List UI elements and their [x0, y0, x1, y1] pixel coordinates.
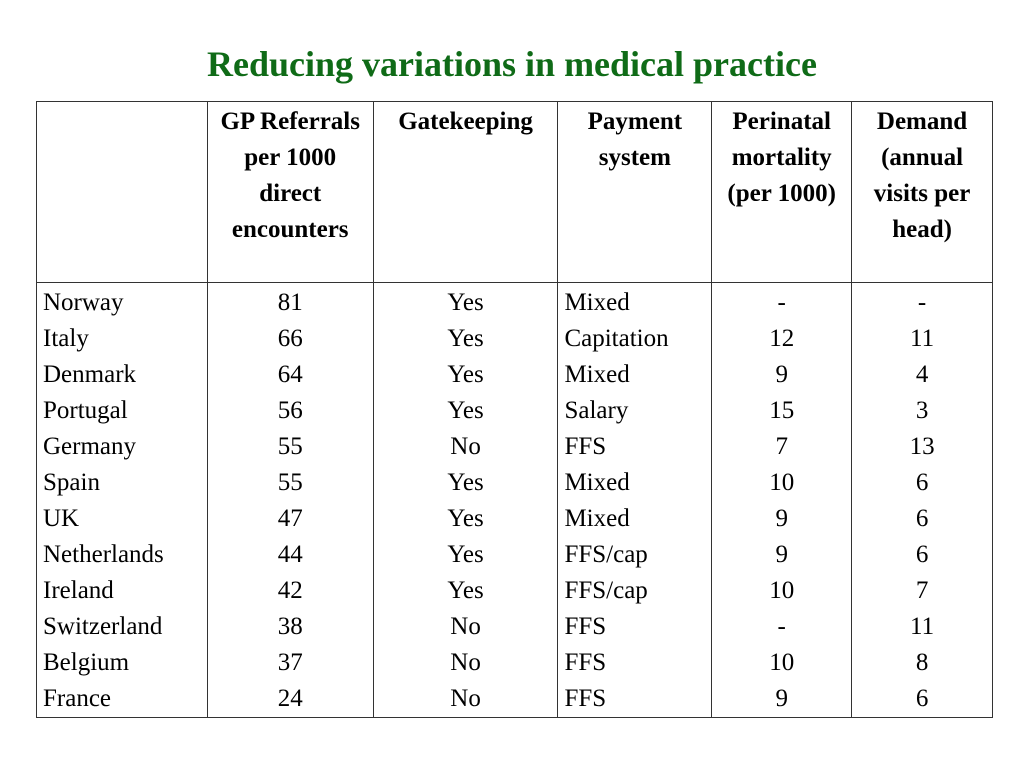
- payment-system-cell: Capitation: [564, 325, 669, 352]
- data-table: GP Referrals per 1000 direct encounters …: [36, 101, 993, 718]
- country-cell: Netherlands: [43, 541, 164, 568]
- country-cell: Norway: [43, 289, 124, 316]
- gatekeeping-cell: Yes: [447, 289, 484, 316]
- header-gp-referrals: GP Referrals per 1000 direct encounters: [206, 101, 374, 283]
- country-cell: France: [43, 685, 112, 712]
- perinatal-mortality-cell: 10: [769, 577, 795, 604]
- gatekeeping-cell: Yes: [447, 325, 484, 352]
- perinatal-mortality-cell: 7: [775, 433, 788, 460]
- payment-system-cell: FFS: [564, 433, 607, 460]
- payment-system-cell: FFS: [564, 613, 607, 640]
- demand-cell: 4: [915, 361, 929, 388]
- demand-cell: 3: [915, 397, 929, 424]
- gp-referrals-cell: 56: [277, 397, 303, 424]
- perinatal-mortality-cell: 9: [775, 361, 788, 388]
- country-cell: Spain: [43, 469, 100, 496]
- payment-system-cell: Mixed: [564, 289, 630, 316]
- demand-cell: 8: [915, 649, 929, 676]
- gp-referrals-cell: 38: [277, 613, 303, 640]
- gatekeeping-cell: Yes: [447, 577, 484, 604]
- header-row: GP Referrals per 1000 direct encounters …: [36, 101, 993, 283]
- payment-system-cell: FFS: [564, 649, 607, 676]
- gp-referrals-cell: 55: [277, 469, 303, 496]
- gatekeeping-column: Yes Yes Yes Yes No Yes Yes Yes Yes No No No: [372, 282, 559, 718]
- country-cell: Belgium: [43, 649, 130, 676]
- gatekeeping-cell: Yes: [447, 361, 484, 388]
- demand-cell: 7: [915, 577, 929, 604]
- demand-column: - 11 4 3 13 6 6 6 7 11 8 6: [851, 282, 993, 718]
- payment-system-cell: FFS/cap: [564, 577, 648, 604]
- gp-referrals-cell: 24: [277, 685, 303, 712]
- demand-cell: 13: [909, 433, 935, 460]
- demand-cell: 6: [915, 505, 929, 532]
- perinatal-mortality-cell: 9: [775, 505, 788, 532]
- header-gatekeeping: Gatekeeping: [372, 101, 559, 283]
- perinatal-mortality-cell: 10: [769, 469, 795, 496]
- country-cell: Italy: [43, 325, 89, 352]
- body-row: Norway Italy Denmark Portugal Germany Spain UK…: [36, 282, 993, 718]
- country-cell: Ireland: [43, 577, 114, 604]
- payment-system-column: Mixed Capitation Mixed Salary FFS Mixed Mixed F…: [557, 282, 713, 718]
- gatekeeping-cell: Yes: [447, 469, 484, 496]
- gatekeeping-cell: No: [450, 685, 481, 712]
- gp-referrals-cell: 37: [277, 649, 303, 676]
- country-cell: Switzerland: [43, 613, 163, 640]
- country-cell: Portugal: [43, 397, 128, 424]
- gp-referrals-cell: 44: [277, 541, 303, 568]
- perinatal-mortality-cell: 9: [775, 541, 788, 568]
- demand-cell: 6: [915, 469, 929, 496]
- perinatal-mortality-column: - 12 9 15 7 10 9 9 10 - 10 9: [711, 282, 853, 718]
- gp-referrals-cell: 55: [277, 433, 303, 460]
- header-demand: Demand (annual visits per head): [851, 101, 993, 283]
- gp-referrals-cell: 47: [277, 505, 303, 532]
- payment-system-cell: FFS/cap: [564, 541, 648, 568]
- gp-referrals-cell: 42: [277, 577, 303, 604]
- gp-referrals-cell: 81: [277, 289, 303, 316]
- demand-cell: -: [917, 289, 927, 316]
- perinatal-mortality-cell: 10: [769, 649, 795, 676]
- perinatal-mortality-cell: -: [777, 289, 786, 316]
- perinatal-mortality-cell: 9: [775, 685, 788, 712]
- header-country: [36, 101, 208, 283]
- country-column: Norway Italy Denmark Portugal Germany Spain UK…: [36, 282, 208, 718]
- payment-system-cell: Salary: [564, 397, 629, 424]
- slide-title: Reducing variations in medical practice: [207, 44, 817, 84]
- gp-referrals-column: 81 66 64 56 55 55 47 44 42 38 37 24: [206, 282, 374, 718]
- gatekeeping-cell: Yes: [447, 397, 484, 424]
- perinatal-mortality-cell: 12: [769, 325, 795, 352]
- gp-referrals-cell: 66: [277, 325, 303, 352]
- header-perinatal-mortality: Perinatal mortality (per 1000): [711, 101, 853, 283]
- gatekeeping-cell: No: [450, 433, 481, 460]
- country-cell: UK: [43, 505, 80, 532]
- gatekeeping-cell: No: [450, 649, 481, 676]
- gp-referrals-cell: 64: [277, 361, 303, 388]
- payment-system-cell: Mixed: [564, 469, 630, 496]
- country-cell: Germany: [43, 433, 137, 460]
- payment-system-cell: FFS: [564, 685, 607, 712]
- demand-cell: 11: [910, 613, 935, 640]
- country-cell: Denmark: [43, 361, 137, 388]
- demand-cell: 6: [915, 685, 929, 712]
- demand-cell: 11: [910, 325, 935, 352]
- demand-cell: 6: [915, 541, 929, 568]
- header-payment-system: Payment system: [557, 101, 713, 283]
- perinatal-mortality-cell: 15: [769, 397, 795, 424]
- gatekeeping-cell: Yes: [447, 505, 484, 532]
- payment-system-cell: Mixed: [564, 361, 630, 388]
- gatekeeping-cell: No: [450, 613, 481, 640]
- payment-system-cell: Mixed: [564, 505, 630, 532]
- gatekeeping-cell: Yes: [447, 541, 484, 568]
- perinatal-mortality-cell: -: [777, 613, 786, 640]
